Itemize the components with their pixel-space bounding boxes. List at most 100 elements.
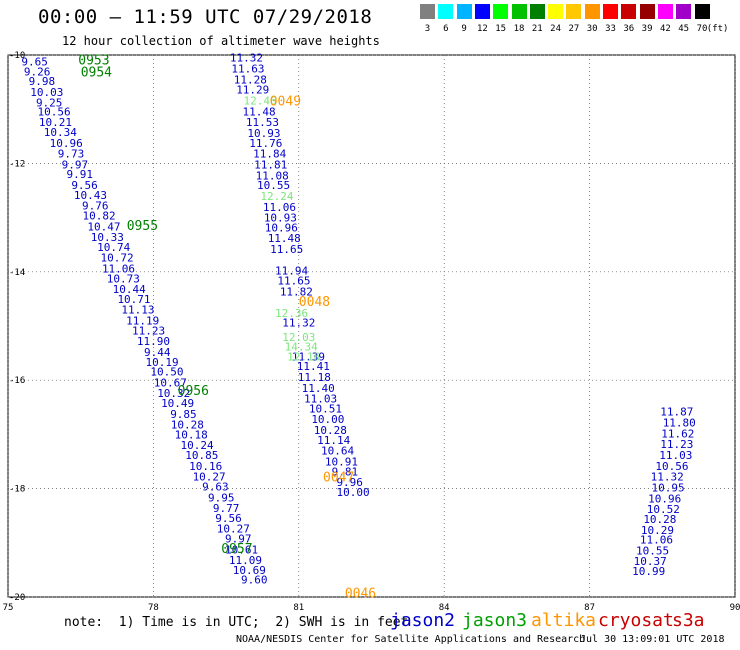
scale-swatch [676, 4, 692, 19]
wave-height-point: 11.82 [280, 285, 313, 298]
wave-height-point: 10.95 [652, 482, 685, 495]
wave-height-point: 11.18 [298, 371, 331, 384]
wave-height-point: 9.98 [29, 75, 56, 88]
scale-label: 27 [568, 24, 580, 34]
x-tick-label: 87 [584, 603, 595, 613]
wave-height-point: 10.67 [154, 376, 187, 389]
wave-height-point: 10.56 [655, 460, 688, 473]
wave-height-point: 12.46 [243, 95, 276, 108]
x-tick-label: 84 [439, 603, 450, 613]
wave-height-point: 10.55 [257, 179, 290, 192]
wave-height-point: 10.50 [150, 366, 183, 379]
scale-swatch [438, 4, 454, 19]
scale-label: 9 [461, 24, 467, 34]
wave-height-point: 9.56 [71, 179, 98, 192]
wave-height-point: 10.72 [100, 252, 133, 265]
wave-height-point: 9.60 [241, 574, 268, 587]
chart-title: 00:00 – 11:59 UTC 07/29/2018 [38, 6, 373, 28]
footer-timestamp: Jul 30 13:09:01 UTC 2018 [580, 634, 725, 645]
wave-height-point: 12.24 [260, 190, 293, 203]
wave-height-point: 10.44 [113, 283, 146, 296]
scale-label: 33 [605, 24, 616, 34]
wave-height-point: 11.32 [651, 471, 684, 484]
wave-height-point: 9.77 [213, 502, 240, 515]
scale-label: 24 [550, 24, 562, 34]
axis-tick-labels: 75 78 81 84 87 90 -10 -12 -14 -16 -18 -20 [3, 51, 740, 613]
wave-height-point: 9.25 [36, 97, 63, 110]
wave-height-point: 11.65 [270, 243, 303, 256]
wave-height-point: 11.40 [302, 382, 335, 395]
wave-height-point: 9.85 [170, 408, 197, 421]
orbit-label: 0049 [270, 95, 301, 110]
wave-height-point: 11.23 [132, 324, 165, 337]
scale-swatch [584, 4, 600, 19]
wave-height-point: 10.21 [39, 116, 72, 129]
scale-swatch [511, 4, 527, 19]
wave-height-point: 10.32 [157, 387, 190, 400]
wave-height-point: 9.26 [24, 65, 51, 78]
wave-height-point: 9.65 [21, 56, 48, 69]
footer-note: note: 1) Time is in UTC; 2) SWH is in fe… [64, 615, 409, 630]
scale-label: 3 [424, 24, 431, 34]
wave-height-point: 10.34 [44, 126, 77, 139]
wave-height-point: 11.08 [256, 169, 289, 182]
wave-height-point: 11.06 [640, 534, 673, 547]
scale-swatch [548, 4, 564, 19]
wave-height-point: 11.28 [234, 73, 267, 86]
wave-height-point: 11.41 [297, 360, 330, 373]
wave-height-point: 11.76 [249, 137, 282, 150]
wave-height-point: 11.13 [121, 304, 154, 317]
scale-swatch [639, 4, 655, 19]
orbit-label: 0954 [81, 65, 112, 80]
wave-height-point: 10.16 [189, 460, 222, 473]
scale-label: 30 [586, 24, 598, 34]
wave-height-point: 10.37 [634, 555, 667, 568]
wave-height-point: 11.53 [246, 116, 279, 129]
wave-height-point: 10.56 [37, 105, 70, 118]
wave-height-point: 11.32 [230, 52, 263, 65]
wave-height-point: 10.03 [30, 86, 63, 99]
satellite-legend-jason3: jason3 [462, 610, 528, 631]
wave-height-point: 11.81 [254, 158, 287, 171]
wave-height-point: 11.80 [663, 416, 696, 429]
wave-height-point: 11.87 [660, 406, 693, 419]
wave-height-point: 10.29 [641, 524, 674, 537]
wave-height-point: 10.71 [117, 293, 150, 306]
plot-frame [7, 54, 736, 598]
wave-height-point: 11.63 [231, 63, 264, 76]
scale-label: 15 [495, 24, 507, 34]
wave-height-point: 10.74 [97, 241, 130, 254]
wave-height-point: 11.94 [275, 265, 308, 278]
scale-swatch [694, 4, 710, 19]
wave-height-point: 10.27 [193, 471, 226, 484]
y-tick-label: -10 [9, 51, 25, 61]
satellite-legend-cryosat: cryosat [598, 610, 674, 631]
orbit-label: 0955 [127, 219, 158, 234]
wave-height-point: 10.27 [217, 523, 250, 536]
orbit-label: 0957 [221, 542, 252, 557]
x-tick-label: 90 [730, 603, 740, 613]
wave-height-point: 11.23 [660, 438, 693, 451]
wave-height-point: 10.52 [647, 503, 680, 516]
scale-swatch [566, 4, 582, 19]
wave-height-point: 10.82 [83, 209, 116, 222]
y-tick-label: -14 [9, 268, 25, 278]
wave-height-point: 10.64 [321, 445, 354, 458]
wave-height-point: 10.49 [161, 397, 194, 410]
wave-height-point: 14.34 [285, 341, 318, 354]
scale-label: 12 [476, 24, 488, 34]
wave-height-point: 10.43 [74, 189, 107, 202]
scale-swatch [529, 4, 545, 19]
wave-height-point: 11.19 [126, 315, 159, 328]
wave-height-point: 10.19 [146, 356, 179, 369]
wave-height-point: 9.44 [144, 346, 171, 359]
scale-swatch [420, 4, 435, 19]
wave-height-point: 9.81 [332, 465, 359, 478]
wave-height-point: 10.55 [636, 544, 669, 557]
x-tick-label: 75 [3, 603, 14, 613]
orbit-label: 0047 [323, 471, 354, 486]
wave-height-point: 11.29 [236, 84, 269, 97]
wave-height-point: 11.62 [661, 427, 694, 440]
scale-label: 45 [678, 24, 690, 34]
